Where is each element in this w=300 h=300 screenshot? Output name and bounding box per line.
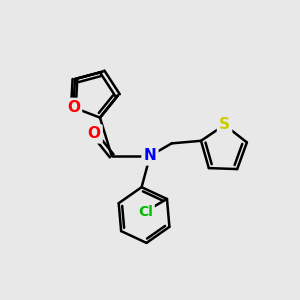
Text: S: S xyxy=(219,117,230,132)
Text: Cl: Cl xyxy=(138,205,153,218)
Text: N: N xyxy=(144,148,156,164)
Text: O: O xyxy=(88,126,100,141)
Text: O: O xyxy=(67,100,80,115)
